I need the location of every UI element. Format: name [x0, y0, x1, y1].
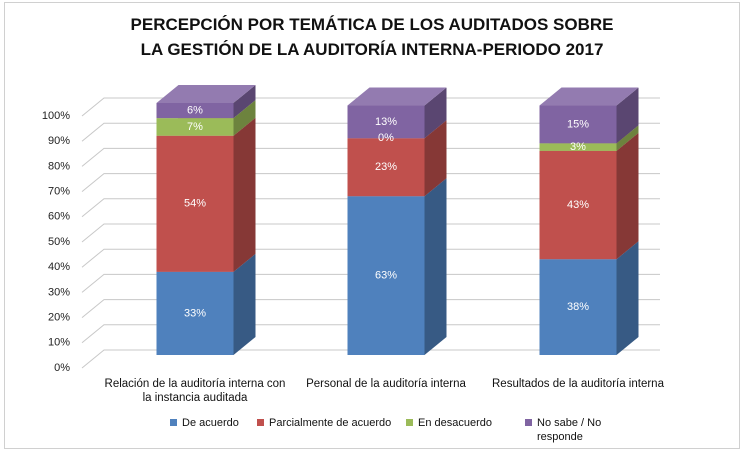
grid-line: [81, 248, 660, 268]
bar-segment: [347, 196, 425, 355]
legend-swatch: [406, 419, 413, 426]
bar-segment-side: [424, 120, 447, 197]
data-label: 7%: [187, 121, 203, 133]
legend-swatch: [257, 419, 264, 426]
x-tick-label: Resultados de la auditoría interna: [492, 378, 664, 390]
legend-label: En desacuerdo: [418, 417, 492, 429]
y-tick-label: 30%: [48, 286, 70, 298]
y-tick-label: 10%: [48, 337, 70, 349]
legend-item: No sabe / No responde: [525, 416, 607, 444]
data-label: 6%: [187, 104, 203, 116]
y-tick-label: 0%: [54, 362, 70, 374]
data-label: 23%: [375, 161, 397, 173]
grid-line: [81, 223, 660, 243]
legend-label: De acuerdo: [182, 417, 239, 429]
grid-line: [81, 299, 660, 318]
legend-item: De acuerdo: [170, 416, 239, 430]
data-label: 38%: [567, 301, 589, 313]
bar-segment-side: [424, 178, 447, 355]
y-tick-label: 20%: [48, 312, 70, 324]
y-tick-label: 40%: [48, 261, 70, 273]
data-label: 43%: [567, 199, 589, 211]
bar-segment: [156, 135, 234, 272]
bar-segment: [347, 138, 425, 197]
chart-frame: [4, 2, 740, 449]
bar-segment: [156, 271, 234, 355]
legend-swatch: [170, 419, 177, 426]
grid-line: [81, 147, 660, 167]
x-tick-label: Personal de la auditoría interna: [306, 378, 466, 390]
y-tick-label: 90%: [48, 135, 70, 147]
data-label: 33%: [184, 307, 206, 319]
grid-line: [81, 273, 660, 293]
grid-line: [81, 198, 660, 218]
data-label: 0%: [378, 132, 394, 144]
data-label: 13%: [375, 116, 397, 128]
bar-segment-side: [233, 100, 256, 136]
bar-segment-side: [424, 87, 447, 139]
legend-label: Parcialmente de acuerdo: [269, 417, 392, 429]
bar-segment: [539, 150, 617, 260]
bar-segment-side: [616, 87, 639, 144]
bar-segment-side: [233, 85, 256, 119]
bar-segment: [156, 118, 234, 136]
y-tick-label: 70%: [48, 186, 70, 198]
bar-segment: [347, 105, 425, 139]
bar-segment: [539, 143, 617, 151]
grid-line: [81, 324, 660, 344]
bar-segment: [539, 105, 617, 144]
data-label: 15%: [567, 118, 589, 130]
bar-segment-top: [156, 85, 256, 103]
bar-segment-top: [347, 87, 447, 106]
bar-segment-side: [616, 132, 639, 260]
bar-segment-side: [233, 117, 256, 272]
bar-segment-side: [233, 253, 256, 355]
grid-line: [81, 349, 660, 369]
x-tick-label: Relación de la auditoría interna con la …: [104, 378, 286, 404]
y-tick-label: 60%: [48, 211, 70, 223]
y-tick-label: 50%: [48, 236, 70, 248]
bar-segment-top: [539, 87, 639, 106]
data-label: 54%: [184, 198, 206, 210]
data-label: 63%: [375, 270, 397, 282]
bar-segment: [156, 103, 234, 119]
bar-segment-side: [616, 125, 639, 151]
legend-label: No sabe / No responde: [537, 417, 602, 443]
grid-line: [81, 122, 660, 142]
grid-line: [81, 97, 660, 117]
y-tick-label: 100%: [42, 110, 70, 122]
data-label: 3%: [570, 141, 586, 153]
chart-title-box: PERCEPCIÓN POR TEMÁTICA DE LOS AUDITADOS…: [0, 12, 744, 62]
bar-segment-side: [616, 241, 639, 355]
grid-line: [81, 173, 660, 192]
chart-title: PERCEPCIÓN POR TEMÁTICA DE LOS AUDITADOS…: [130, 15, 614, 59]
legend-swatch: [525, 419, 532, 426]
legend-item: Parcialmente de acuerdo: [257, 416, 391, 430]
bar-segment: [539, 259, 617, 355]
y-tick-label: 80%: [48, 160, 70, 172]
legend-item: En desacuerdo: [406, 416, 492, 430]
